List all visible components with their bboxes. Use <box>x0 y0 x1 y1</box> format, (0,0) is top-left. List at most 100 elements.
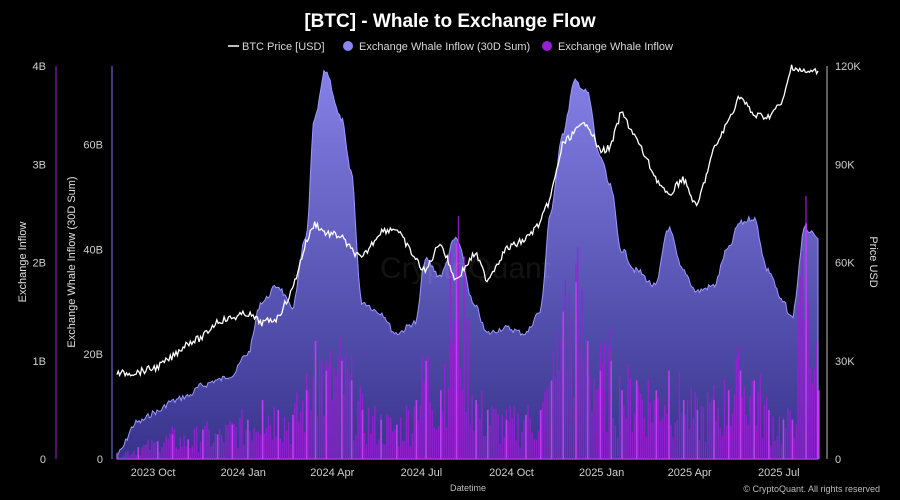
whale-inflow-bar <box>193 428 196 459</box>
whale-inflow-bar <box>175 447 177 459</box>
whale-inflow-bar <box>763 404 766 459</box>
whale-inflow-bar <box>149 450 151 459</box>
whale-inflow-bar <box>612 417 614 459</box>
whale-inflow-bar <box>811 383 813 459</box>
whale-inflow-bar <box>733 395 736 459</box>
price-tick-label: 120K <box>835 61 861 73</box>
whale-inflow-bar <box>257 431 259 459</box>
whale-inflow-bar <box>155 441 157 459</box>
whale-inflow-bar <box>690 387 693 459</box>
whale-inflow-bar <box>300 412 302 459</box>
date-tick-label: 2024 Apr <box>310 467 354 479</box>
whale-inflow-bar <box>616 437 619 459</box>
whale-inflow-bar <box>419 405 421 459</box>
whale-inflow-bar <box>495 408 497 459</box>
whale-inflow-bar <box>349 374 351 459</box>
whale-inflow-bar <box>173 429 176 459</box>
x-axis-title: Datetime <box>450 483 486 493</box>
whale-inflow-bar <box>185 446 187 459</box>
whale-inflow-bar <box>505 419 508 459</box>
whale-inflow-bar <box>645 436 648 459</box>
whale-inflow-bar <box>461 389 463 459</box>
whale-inflow-bar <box>753 380 755 459</box>
whale-inflow-bar <box>415 400 418 459</box>
whale-inflow-bar <box>386 414 388 459</box>
whale-inflow-bar <box>329 349 331 459</box>
whale-inflow-bar <box>627 364 629 459</box>
whale-inflow-bar <box>394 429 396 459</box>
whale-inflow-bar <box>141 447 143 459</box>
whale-inflow-bar <box>355 435 357 459</box>
whale-inflow-bar <box>451 343 454 459</box>
whale-inflow-bar <box>741 397 743 459</box>
whale-inflow-bar <box>411 433 413 459</box>
whale-inflow-bar <box>651 422 653 459</box>
whale-inflow-30d-series <box>116 69 819 460</box>
date-tick-label: 2024 Oct <box>489 467 534 479</box>
whale-inflow-bar <box>521 431 523 459</box>
whale-inflow-bar <box>350 380 353 459</box>
whale-inflow-bar <box>670 424 672 459</box>
whale-inflow-bar <box>171 434 174 459</box>
whale-inflow-bar <box>501 415 503 459</box>
legend-swatch <box>343 41 353 51</box>
whale-inflow-bar <box>711 398 713 459</box>
whale-inflow-bar <box>247 419 249 459</box>
whale-inflow-bar <box>586 341 589 459</box>
whale-inflow-bar <box>165 435 167 459</box>
whale-inflow-bar <box>713 400 715 459</box>
whale-inflow-bar <box>554 377 556 459</box>
whale-inflow-bar <box>310 410 312 459</box>
whale-inflow-bar <box>249 431 251 459</box>
whale-inflow-bar <box>370 434 372 459</box>
whale-inflow-bar <box>643 417 646 459</box>
whale-inflow-bar <box>599 370 602 459</box>
whale-inflow-bar <box>183 435 185 459</box>
whale-inflow-bar <box>678 371 681 459</box>
whale-inflow-bar <box>253 428 255 459</box>
whale-inflow-bar <box>281 442 284 459</box>
whale-inflow-bar <box>323 415 325 459</box>
whale-inflow-bar <box>147 439 149 459</box>
whale-inflow-bar <box>601 363 604 459</box>
whale-inflow-bar <box>739 370 742 459</box>
whale-inflow-bar <box>805 223 807 459</box>
whale-inflow-bar <box>818 390 820 459</box>
whale-inflow-bar <box>633 412 636 459</box>
whale-inflow-bar <box>641 399 644 459</box>
whale-inflow-bar <box>513 406 515 459</box>
whale-inflow-bar <box>443 363 446 459</box>
whale-inflow-bar <box>477 404 479 459</box>
whale-inflow-bar <box>579 349 581 459</box>
whale-inflow-bar <box>425 360 427 460</box>
whale-inflow-bar <box>305 390 308 459</box>
whale-inflow-bar <box>314 341 317 459</box>
whale-inflow-bar <box>283 416 286 459</box>
exchange-inflow-tick-label: 2B <box>33 258 46 270</box>
whale-inflow-bar <box>179 437 181 459</box>
whale-inflow-bar <box>606 431 608 459</box>
whale-inflow-bar <box>341 360 343 460</box>
whale-inflow-bar <box>212 442 214 459</box>
whale-inflow-bar <box>440 390 442 459</box>
whale-inflow-bar <box>686 400 689 459</box>
whale-inflow-bar <box>288 422 290 459</box>
whale-inflow-bar <box>564 280 566 459</box>
whale-inflow-bar <box>682 400 685 459</box>
whale-inflow-bar <box>702 406 705 459</box>
whale-inflow-bar <box>327 366 329 459</box>
whale-inflow-bar <box>751 381 753 459</box>
whale-inflow-30d-tick-label: 0 <box>97 454 103 466</box>
whale-inflow-bar <box>761 437 764 459</box>
whale-inflow-bar <box>290 443 292 459</box>
whale-inflow-bar <box>376 444 378 459</box>
whale-inflow-bar <box>423 381 425 459</box>
axis-lines <box>55 66 828 459</box>
whale-inflow-bar <box>676 419 678 459</box>
whale-inflow-bar <box>263 433 266 459</box>
whale-inflow-bar <box>333 368 335 459</box>
whale-inflow-bar <box>298 421 300 459</box>
price-tick-label: 90K <box>835 159 855 171</box>
